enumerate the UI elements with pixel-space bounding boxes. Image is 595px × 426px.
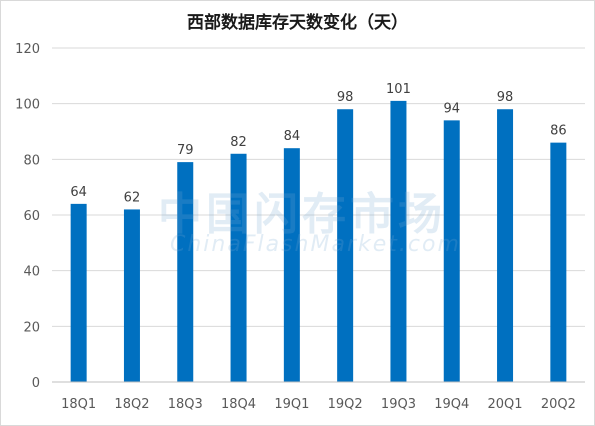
data-label: 82 <box>230 135 247 150</box>
y-tick-label: 80 <box>23 153 40 168</box>
data-label: 62 <box>124 190 141 205</box>
data-labels: 64 62 79 82 84 98 101 94 98 86 <box>70 82 566 206</box>
gridlines <box>52 47 585 327</box>
x-tick-label: 19Q4 <box>434 397 469 412</box>
bar <box>443 120 460 382</box>
data-label: 98 <box>497 90 514 105</box>
bar <box>497 109 514 382</box>
bar <box>337 109 354 382</box>
x-tick-label: 18Q3 <box>168 397 203 412</box>
chart-title: 西部数据库存天数变化（天） <box>187 13 408 33</box>
data-label: 101 <box>386 82 411 97</box>
data-label: 84 <box>284 129 301 144</box>
x-tick-label: 19Q1 <box>274 397 309 412</box>
y-tick-label: 20 <box>23 320 40 335</box>
data-label: 94 <box>443 101 460 116</box>
bars <box>70 100 567 382</box>
y-tick-label: 60 <box>23 209 40 224</box>
bar <box>550 142 567 382</box>
bar <box>123 209 140 382</box>
bar <box>70 203 87 382</box>
bar <box>177 162 194 382</box>
x-tick-label: 20Q2 <box>541 397 576 412</box>
y-axis-ticks: 0 20 40 60 80 100 120 <box>15 42 40 391</box>
x-tick-label: 20Q1 <box>488 397 523 412</box>
bar <box>230 153 247 382</box>
data-label: 98 <box>337 90 354 105</box>
x-tick-label: 19Q3 <box>381 397 416 412</box>
x-axis-ticks: 18Q1 18Q2 18Q3 18Q4 19Q1 19Q2 19Q3 19Q4 20Q1 20Q2 <box>61 397 576 412</box>
y-tick-label: 40 <box>23 265 40 280</box>
y-tick-label: 100 <box>15 98 40 113</box>
data-label: 86 <box>550 124 567 139</box>
x-tick-label: 18Q2 <box>114 397 149 412</box>
y-tick-label: 120 <box>15 42 40 57</box>
y-tick-label: 0 <box>32 376 40 391</box>
x-tick-label: 19Q2 <box>328 397 363 412</box>
bar <box>283 148 300 382</box>
x-tick-label: 18Q1 <box>61 397 96 412</box>
bar <box>390 100 407 382</box>
data-label: 64 <box>70 185 87 200</box>
x-tick-label: 18Q4 <box>221 397 256 412</box>
data-label: 79 <box>177 143 194 158</box>
